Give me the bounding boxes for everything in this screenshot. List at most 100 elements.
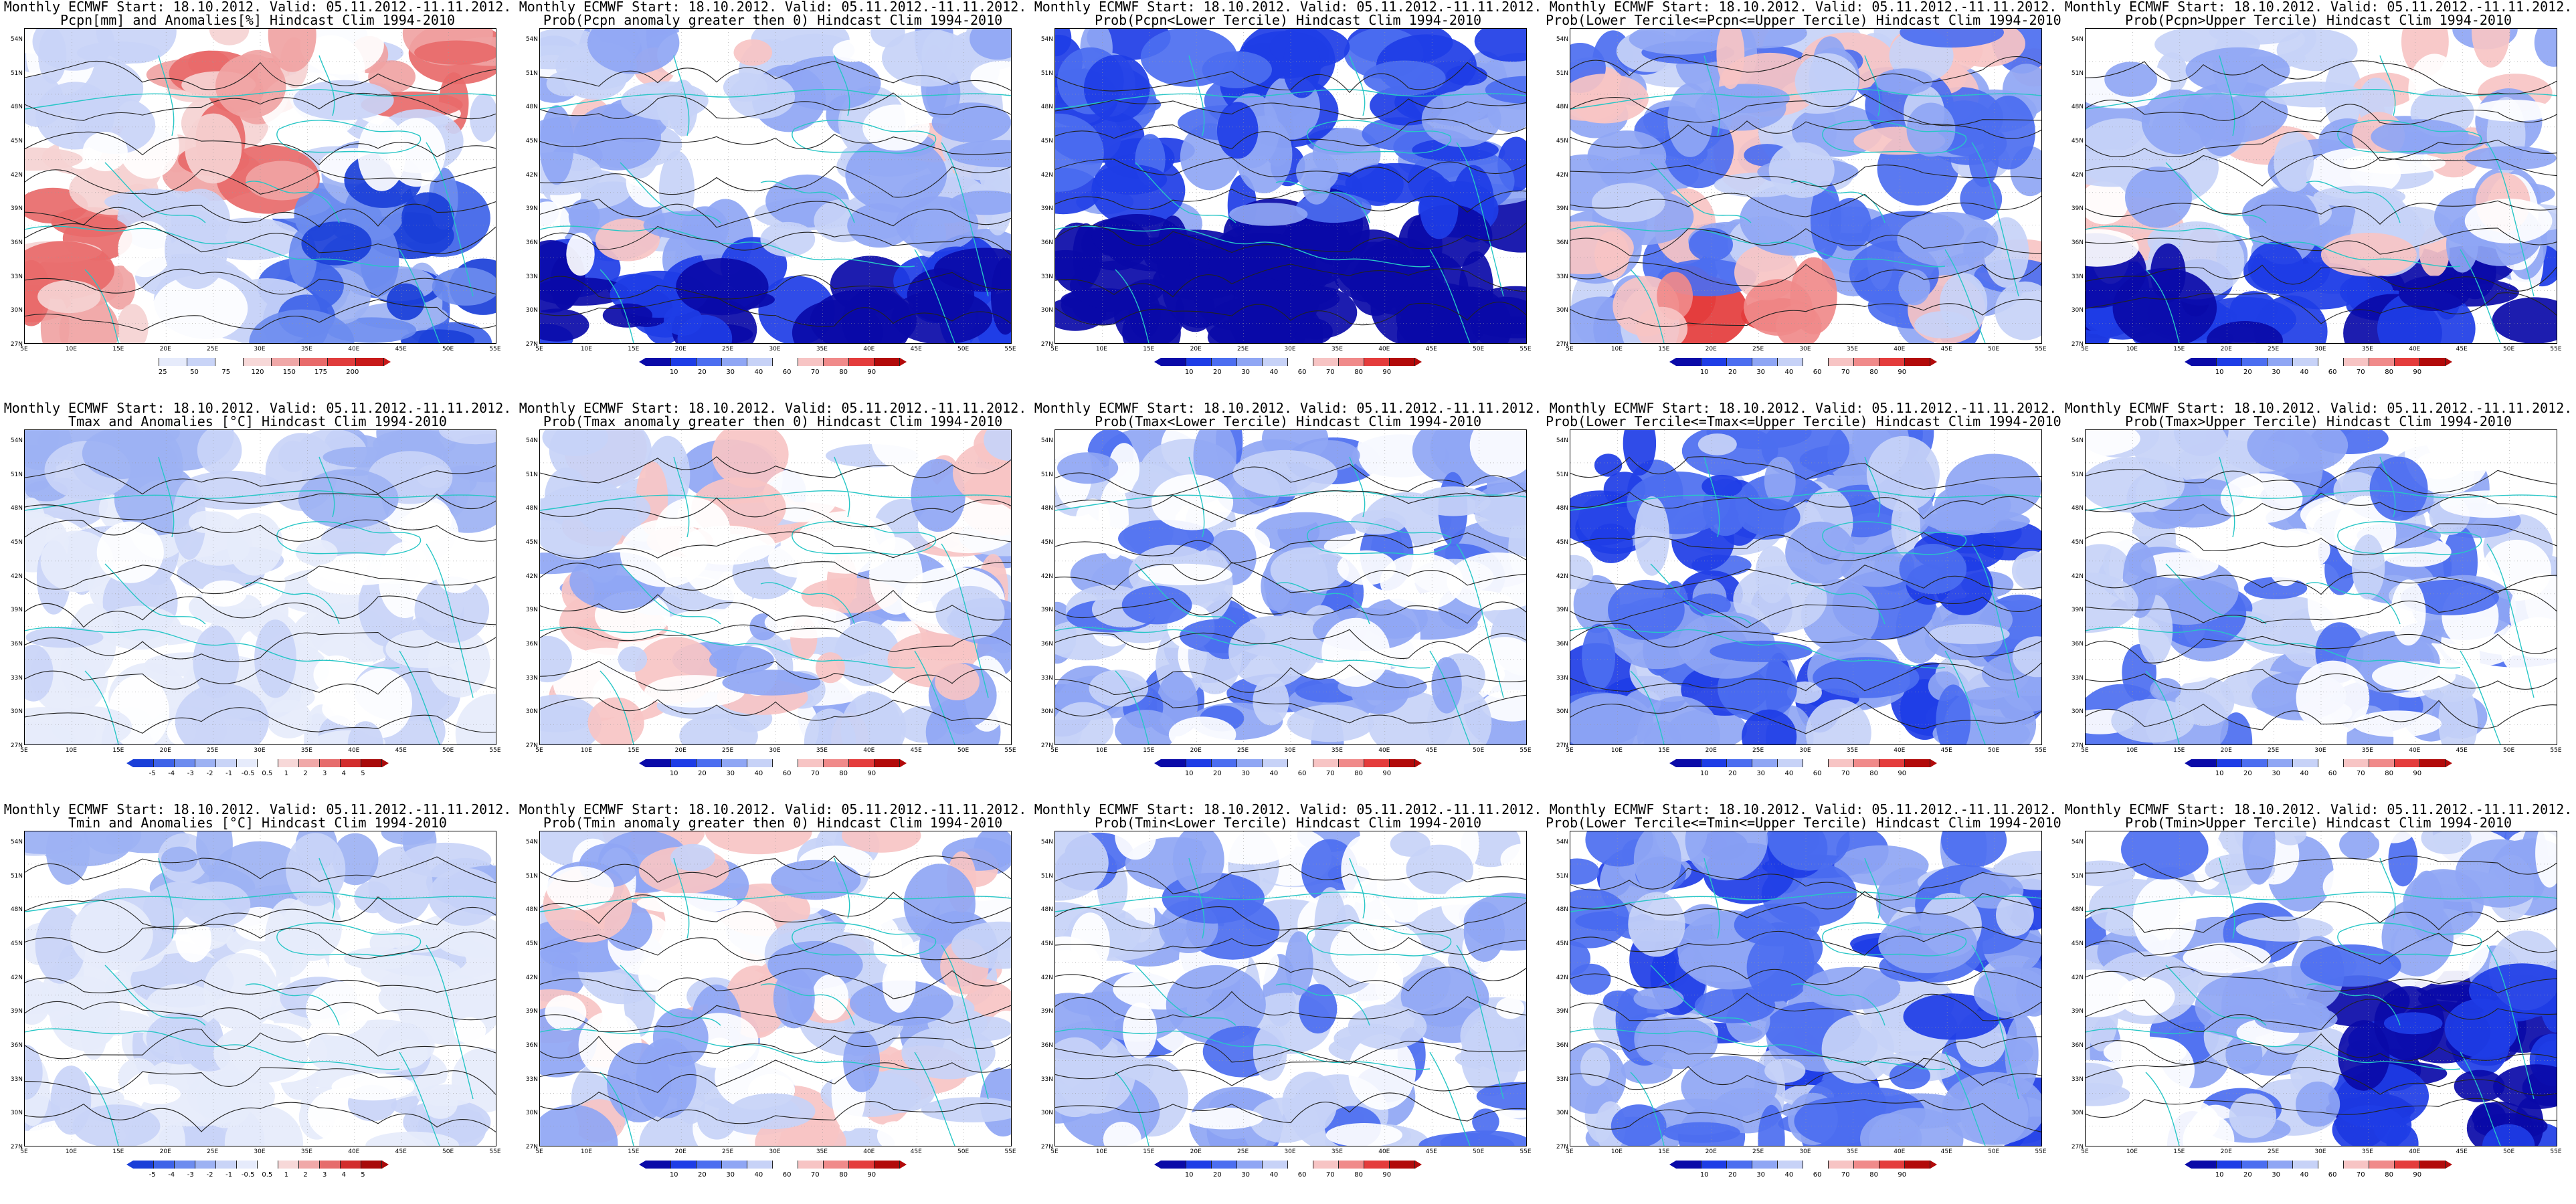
- field-blob: [1232, 450, 1338, 497]
- latitude-label: 51N: [517, 472, 538, 478]
- longitude-label: 20E: [675, 346, 686, 353]
- longitude-label: 15E: [1658, 747, 1669, 754]
- colorbar-tick-label: -1: [225, 771, 232, 777]
- panel-title-line1: Monthly ECMWF Start: 18.10.2012. Valid: …: [1030, 0, 1546, 13]
- longitude-label: 40E: [1894, 346, 1905, 353]
- field-blob: [1898, 270, 1930, 306]
- latitude-label: 33N: [517, 675, 538, 682]
- field-blob: [2229, 1094, 2277, 1138]
- latitude-label: 27N: [1, 1144, 23, 1150]
- latitude-label: 27N: [1, 341, 23, 348]
- colorbar-segment: [2293, 759, 2318, 767]
- colorbar-segment: [216, 759, 237, 767]
- latitude-label: 33N: [2062, 274, 2084, 280]
- field-blob: [812, 975, 848, 1021]
- latitude-label: 45N: [2062, 539, 2084, 546]
- longitude-label: 45E: [2456, 747, 2468, 754]
- latitude-label: 42N: [1547, 573, 1568, 580]
- longitude-label: 35E: [816, 1148, 828, 1155]
- latitude-label: 51N: [2062, 873, 2084, 880]
- colorbar-segment: [1752, 1161, 1778, 1169]
- latitude-label: 51N: [2062, 472, 2084, 478]
- longitude-label: 20E: [2221, 1148, 2232, 1155]
- colorbar-tick-label: 70: [811, 1172, 820, 1179]
- longitude-label: 45E: [911, 1148, 922, 1155]
- colorbar-segment: [1854, 1161, 1879, 1169]
- longitude-label: 15E: [112, 346, 124, 353]
- colorbar-tick-label: 60: [783, 771, 792, 777]
- colorbar-tick-label: -5: [149, 1172, 156, 1179]
- colorbar-tick-label: 30: [1756, 1172, 1765, 1179]
- colorbar-segment: [2395, 358, 2420, 366]
- latitude-label: 39N: [517, 1008, 538, 1015]
- colorbar-tick-label: 30: [726, 369, 735, 376]
- field-blob: [1229, 203, 1307, 226]
- colorbar-segment: [747, 1161, 773, 1169]
- map-plot-area: [1570, 28, 2042, 344]
- colorbar-segment: [215, 358, 244, 366]
- longitude-label: 20E: [1706, 346, 1717, 353]
- colorbar-segment: [824, 358, 849, 366]
- latitude-label: 48N: [517, 104, 538, 110]
- latitude-label: 42N: [1, 573, 23, 580]
- panel-title-line1: Monthly ECMWF Start: 18.10.2012. Valid: …: [1030, 803, 1546, 816]
- colorbar-segment: [671, 759, 697, 767]
- longitude-label: 20E: [675, 747, 686, 754]
- map-plot-area: [1054, 429, 1527, 745]
- longitude-label: 35E: [2362, 346, 2373, 353]
- map-field-svg: [1055, 831, 1526, 1146]
- colorbar-segment: [1727, 759, 1752, 767]
- colorbar-segment: [1288, 759, 1313, 767]
- latitude-label: 30N: [2062, 708, 2084, 715]
- colorbar-left-arrow: [2185, 358, 2191, 366]
- colorbar-segment: [1237, 358, 1263, 366]
- colorbar-segment: [278, 759, 299, 767]
- colorbar-segment: [278, 1161, 299, 1169]
- longitude-label: 50E: [1473, 346, 1484, 353]
- colorbar-segment: [328, 358, 356, 366]
- panel-title: Monthly ECMWF Start: 18.10.2012. Valid: …: [515, 401, 1030, 428]
- map-field-svg: [1055, 430, 1526, 744]
- colorbar-left-arrow: [2185, 759, 2191, 767]
- colorbar-segment: [1701, 358, 1727, 366]
- longitude-label: 5E: [2081, 346, 2088, 353]
- field-blob: [1285, 931, 1313, 995]
- longitude-label: 15E: [112, 1148, 124, 1155]
- colorbar-tick-label: -3: [187, 1172, 194, 1179]
- latitude-label: 36N: [1547, 1042, 1568, 1049]
- field-blob: [773, 968, 815, 1028]
- colorbar-right-arrow: [1415, 358, 1422, 366]
- latitude-label: 36N: [1032, 239, 1053, 246]
- colorbar-segment: [1727, 358, 1752, 366]
- longitude-label: 40E: [2409, 747, 2420, 754]
- map-plot-area: [539, 28, 1012, 344]
- colorbar-tick-label: -0.5: [242, 771, 255, 777]
- colorbar-tick-label: 40: [1270, 369, 1279, 376]
- field-blob: [2111, 699, 2194, 742]
- longitude-label: 10E: [1611, 747, 1623, 754]
- colorbar-left-arrow: [1669, 358, 1676, 366]
- latitude-label: 48N: [1, 906, 23, 913]
- latitude-label: 54N: [517, 839, 538, 845]
- field-blob: [771, 860, 860, 900]
- colorbar-segment: [1676, 759, 1701, 767]
- colorbar-tick-label: -2: [207, 771, 213, 777]
- map-field-svg: [25, 29, 496, 343]
- latitude-label: 36N: [2062, 239, 2084, 246]
- colorbar-tick-label: 200: [346, 369, 359, 376]
- colorbar-right-arrow: [2446, 358, 2452, 366]
- colorbar: [639, 759, 907, 767]
- longitude-label: 10E: [66, 346, 77, 353]
- colorbar-tick-label: 70: [1841, 771, 1850, 777]
- latitude-label: 30N: [517, 307, 538, 314]
- colorbar-segment: [2344, 759, 2369, 767]
- colorbar-segment: [1803, 358, 1829, 366]
- colorbar-tick-label: 30: [726, 1172, 735, 1179]
- field-blob: [725, 149, 780, 170]
- field-blob: [1089, 670, 1149, 706]
- colorbar-segment: [341, 1161, 361, 1169]
- colorbar-tick-label: 5: [361, 771, 365, 777]
- colorbar-tick-label: -0.5: [242, 1172, 255, 1179]
- colorbar-segment: [2420, 358, 2446, 366]
- colorbar-left-arrow: [126, 1161, 133, 1169]
